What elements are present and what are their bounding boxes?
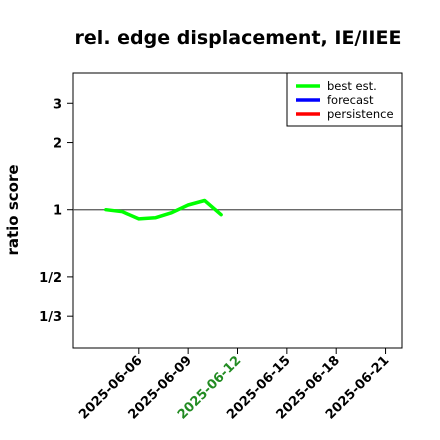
y-tick-label: 1/2 — [39, 271, 62, 286]
legend-label: forecast — [327, 93, 374, 107]
legend-label: best est. — [327, 79, 377, 93]
series-line-0 — [104, 198, 223, 221]
y-tick-label: 1 — [53, 204, 62, 219]
y-axis-label: ratio score — [4, 164, 22, 255]
chart-title: rel. edge displacement, IE/IIEE — [75, 27, 402, 49]
x-axis: 2025-06-062025-06-092025-06-122025-06-15… — [76, 348, 392, 423]
y-tick-label: 2 — [53, 137, 62, 152]
y-axis: 3 2 1 1/2 1/3 — [39, 97, 73, 325]
series-group — [104, 198, 223, 221]
legend-label: persistence — [327, 107, 394, 121]
y-tick-label: 1/3 — [39, 310, 62, 325]
y-tick-label: 3 — [53, 97, 62, 112]
